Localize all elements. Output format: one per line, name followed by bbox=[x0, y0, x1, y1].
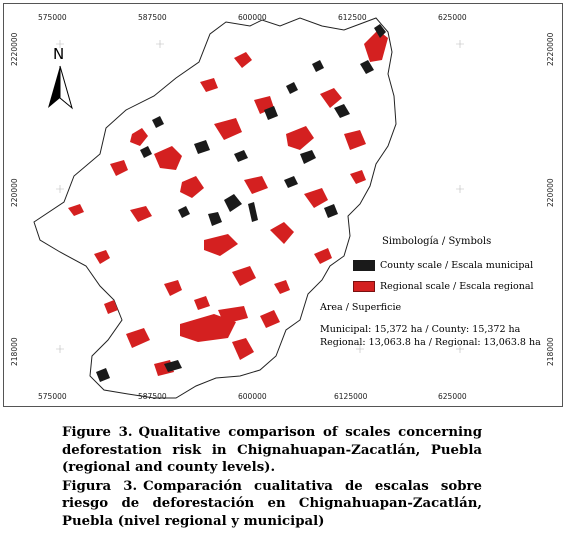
y-tick-left: 220000 bbox=[10, 178, 19, 207]
caption-spanish-label: Figura 3. bbox=[62, 478, 138, 494]
county-label: County scale / Escala municipal bbox=[380, 260, 534, 271]
county-risk-patches bbox=[96, 24, 386, 382]
caption-spanish: Figura 3. Comparación cualitativa de esca… bbox=[62, 478, 482, 531]
regional-label: Regional scale / Escala regional bbox=[380, 281, 534, 292]
figure-caption: Figure 3. Qualitative comparison of scale… bbox=[62, 424, 482, 530]
y-tick-right: 218000 bbox=[546, 337, 555, 366]
x-tick-bottom: 625000 bbox=[438, 392, 467, 401]
county-swatch bbox=[353, 260, 375, 271]
regional-swatch bbox=[353, 281, 375, 292]
x-tick-top: 612500 bbox=[338, 13, 367, 22]
x-tick-top: 600000 bbox=[238, 13, 267, 22]
y-tick-left: 218000 bbox=[10, 337, 19, 366]
x-tick-top: 575000 bbox=[38, 13, 67, 22]
regional-area-line: Regional: 13,063.8 ha / Regional: 13,063… bbox=[320, 337, 541, 348]
map-canvas bbox=[33, 17, 464, 399]
municipal-area-line: Municipal: 15,372 ha / County: 15,372 ha bbox=[320, 324, 521, 335]
regional-risk-patches bbox=[68, 30, 388, 376]
y-tick-right: 2220000 bbox=[546, 32, 555, 66]
caption-english: Figure 3. Qualitative comparison of scale… bbox=[62, 424, 482, 477]
legend-title: Simbología / Symbols bbox=[382, 236, 492, 247]
x-tick-bottom: 575000 bbox=[38, 392, 67, 401]
x-tick-bottom: 600000 bbox=[238, 392, 267, 401]
caption-english-label: Figure 3. bbox=[62, 425, 133, 440]
area-title: Area / Superficie bbox=[320, 302, 402, 313]
y-tick-left: 2220000 bbox=[10, 32, 19, 66]
x-tick-top: 625000 bbox=[438, 13, 467, 22]
y-tick-right: 220000 bbox=[546, 178, 555, 207]
x-tick-bottom: 6125000 bbox=[334, 392, 368, 401]
north-arrow-label: N bbox=[53, 45, 65, 63]
north-arrow-icon bbox=[48, 65, 73, 110]
x-tick-top: 587500 bbox=[138, 13, 167, 22]
region-boundary bbox=[33, 17, 397, 399]
x-tick-bottom: 587500 bbox=[138, 392, 167, 401]
caption-english-text: Qualitative comparison of scales concern… bbox=[62, 425, 482, 475]
caption-spanish-text: Comparación cualitativa de escalas sobre… bbox=[62, 478, 483, 529]
map-frame: N 575000 587500 600000 612500 625000 575… bbox=[3, 3, 563, 407]
